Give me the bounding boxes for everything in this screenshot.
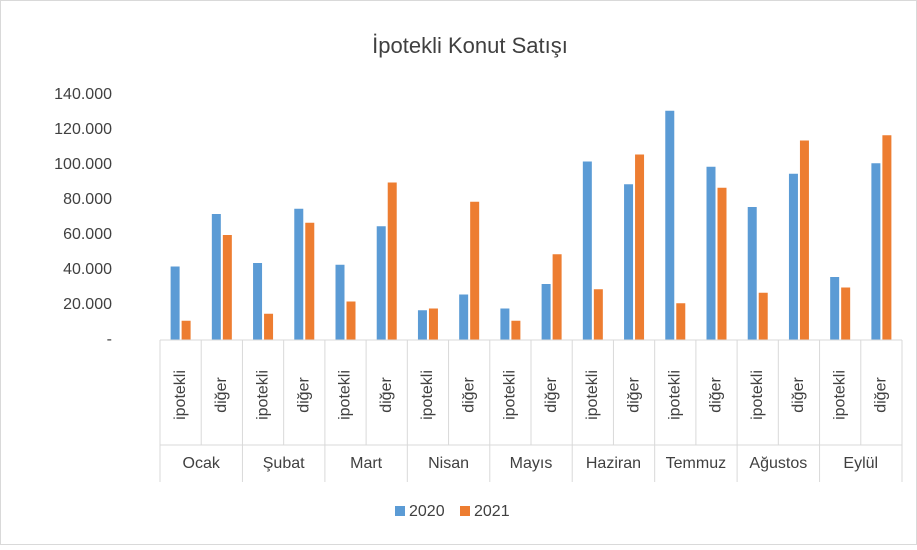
bar [799,140,809,340]
bar [470,201,480,340]
group-label: Ocak [183,455,221,472]
bar [294,208,304,340]
y-tick-label: 140.000 [54,86,112,103]
y-tick-label: 80.000 [63,191,112,208]
y-tick-label: 100.000 [54,156,112,173]
y-tick-label: - [107,331,112,348]
bar [500,308,510,340]
y-tick-label: 60.000 [63,226,112,243]
bar [624,184,634,340]
x-tick-label: ipotekli [419,370,436,420]
legend-swatch [395,506,405,516]
bar [253,263,263,340]
x-tick-label: ipotekli [584,370,601,420]
x-tick-label: diğer [378,377,395,413]
bar [882,135,892,340]
bar [335,264,345,340]
legend-label: 2020 [409,503,445,520]
x-tick-label: diğer [625,377,642,413]
bar [552,254,562,340]
bar [181,320,191,340]
x-tick-label: ipotekli [337,370,354,420]
x-tick-label: ipotekli [254,370,271,420]
group-label: Nisan [428,455,469,472]
chart-title: İpotekli Konut Satışı [372,33,568,58]
bar [264,313,274,340]
x-tick-label: ipotekli [831,370,848,420]
bar [428,308,438,340]
legend-label: 2021 [474,503,510,520]
bar [871,163,881,340]
bar [665,110,675,340]
y-tick-label: 120.000 [54,121,112,138]
x-tick-label: diğer [708,377,725,413]
bar [593,289,603,340]
bar [758,292,768,340]
bar [676,303,686,340]
group-label: Mayıs [510,455,553,472]
y-tick-label: 40.000 [63,261,112,278]
x-tick-label: ipotekli [172,370,189,420]
bar [747,207,757,340]
x-tick-label: diğer [460,377,477,413]
bar [582,161,592,340]
bar [417,310,427,340]
legend-swatch [460,506,470,516]
bar [305,222,315,340]
bar [170,266,180,340]
bar [511,320,521,340]
bar [635,154,645,340]
bar [841,287,851,340]
x-tick-label: ipotekli [502,370,519,420]
group-label: Eylül [843,455,878,472]
x-tick-label: ipotekli [749,370,766,420]
bar [346,301,356,340]
bar [788,173,798,340]
x-tick-label: diğer [213,377,230,413]
x-tick-label: diğer [295,377,312,413]
bar [222,235,232,340]
bar [376,226,386,340]
bar [717,187,727,340]
group-label: Mart [350,455,383,472]
bar [830,277,840,340]
bar [541,284,551,340]
x-tick-label: ipotekli [666,370,683,420]
group-label: Ağustos [749,455,807,472]
group-label: Şubat [263,455,305,472]
bar [387,182,397,340]
x-tick-label: diğer [543,377,560,413]
bar [211,214,221,340]
group-label: Haziran [586,455,641,472]
x-tick-label: diğer [790,377,807,413]
bar [706,166,716,340]
x-tick-label: diğer [873,377,890,413]
y-tick-label: 20.000 [63,296,112,313]
bar [459,294,469,340]
group-label: Temmuz [666,455,726,472]
